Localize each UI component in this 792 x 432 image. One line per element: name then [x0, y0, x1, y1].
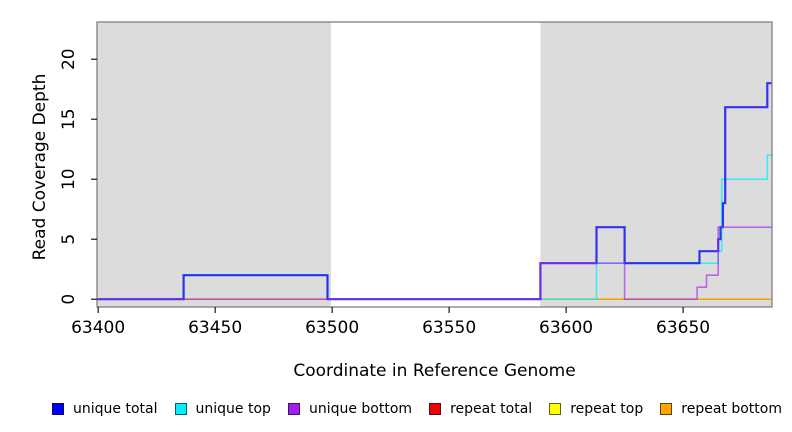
series-line-unique-total	[97, 82, 772, 301]
legend-swatch	[549, 403, 562, 415]
legend-swatch	[287, 403, 300, 415]
legend-item-repeat-top: repeat top	[549, 402, 643, 416]
legend-item-unique-total: unique total	[52, 402, 157, 416]
y-axis-title: Read Coverage Depth	[30, 73, 50, 261]
x-tick-label: 63600	[539, 318, 593, 338]
plot-box	[96, 21, 773, 308]
x-axis-title: Coordinate in Reference Genome	[293, 361, 576, 381]
legend-swatch	[52, 403, 64, 415]
y-tick-label: 10	[59, 168, 79, 190]
legend: unique total unique top unique bottom repea…	[52, 397, 782, 421]
shaded-region	[97, 22, 331, 307]
legend-item-unique-bottom: unique bottom	[287, 401, 413, 417]
y-tick-label: 15	[59, 108, 79, 130]
legend-label: repeat total	[450, 401, 533, 417]
legend-swatch	[174, 403, 187, 415]
legend-label: unique bottom	[308, 401, 413, 417]
legend-label: repeat bottom	[681, 401, 782, 417]
legend-swatch	[660, 403, 673, 415]
y-tick-label: 0	[59, 294, 79, 305]
x-tick-label: 63500	[305, 318, 359, 338]
legend-swatch	[429, 403, 442, 415]
y-tick-label: 20	[59, 48, 79, 70]
legend-item-repeat-bottom: repeat bottom	[660, 402, 782, 416]
x-tick-label: 63400	[71, 318, 125, 338]
x-tick-label: 63450	[188, 318, 242, 338]
y-tick-label: 5	[59, 234, 79, 245]
legend-item-repeat-total: repeat total	[429, 402, 532, 416]
series-line-unique-bottom	[97, 226, 772, 300]
legend-item-unique-top: unique top	[174, 401, 271, 417]
legend-label: repeat top	[570, 401, 644, 417]
shaded-region	[540, 22, 772, 307]
x-tick-label: 63650	[656, 318, 710, 338]
legend-label: unique total	[73, 401, 158, 417]
legend-label: unique top	[195, 401, 271, 417]
x-tick-label: 63550	[422, 318, 476, 338]
